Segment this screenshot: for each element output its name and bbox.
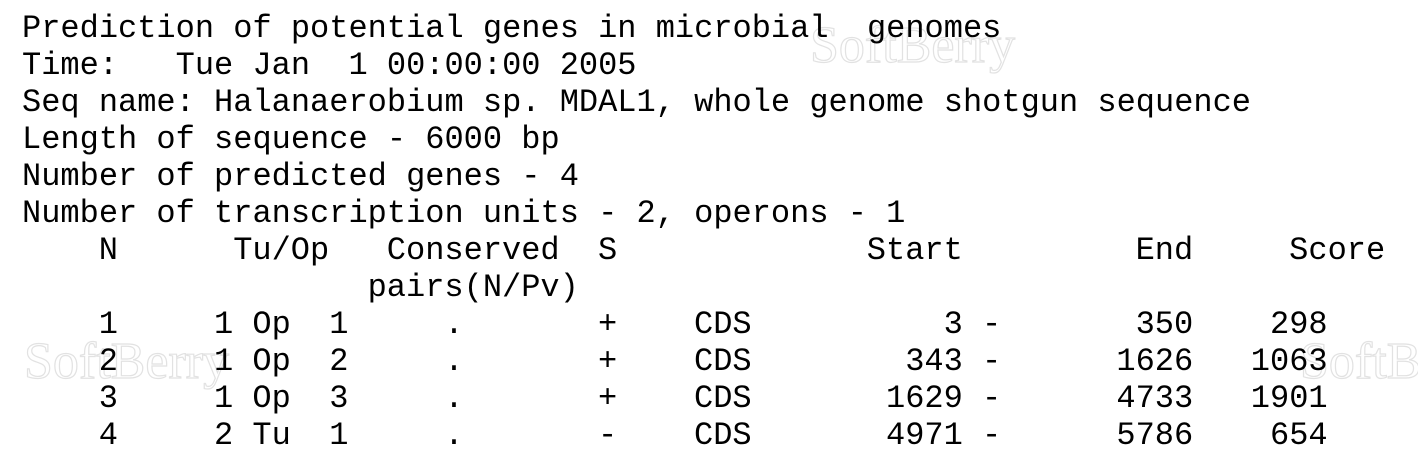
cell-tu-order: 1 [329,306,349,343]
cell-feature: CDS [694,380,752,417]
cell-n: 3 [98,380,118,417]
cell-tu-order: 3 [329,380,349,417]
header-line: Number of predicted genes - 4 [22,158,579,195]
watermark: SoftBerry [809,16,1016,74]
cell-n: 2 [98,343,118,380]
header-line: Length of sequence - 6000 bp [22,121,560,158]
cell-start: 4971 [885,417,963,454]
cell-strand: + [598,380,618,417]
cell-feature: CDS [694,343,752,380]
range-separator: - [982,417,1002,454]
cell-feature: CDS [694,306,752,343]
range-separator: - [982,380,1002,417]
column-header: S [598,232,618,269]
cell-n: 1 [98,306,118,343]
cell-tu-type: Op [252,380,291,417]
cell-tu-index: 2 [214,417,234,454]
column-header: End [1135,232,1194,269]
cell-tu-index: 1 [214,343,234,380]
cell-start: 3 [943,306,963,343]
cell-conserved: . [444,417,464,454]
watermark: SoftBerry [1299,332,1418,390]
column-header: Tu/Op [233,232,330,269]
cell-end: 4733 [1116,380,1194,417]
column-header: Conserved [386,232,560,269]
cell-tu-order: 2 [329,343,349,380]
cell-tu-type: Op [252,306,291,343]
cell-tu-order: 1 [329,417,349,454]
cell-start: 343 [905,343,963,380]
cell-end: 350 [1135,306,1194,343]
cell-tu-type: Tu [252,417,291,454]
cell-feature: CDS [694,417,752,454]
column-header: Start [866,232,963,269]
cell-conserved: . [444,380,464,417]
header-line: Time: Tue Jan 1 00:00:00 2005 [22,47,637,84]
cell-score: 298 [1269,306,1328,343]
cell-strand: + [598,343,618,380]
column-subheader: pairs(N/Pv) [367,269,579,306]
cell-tu-type: Op [252,343,291,380]
cell-end: 5786 [1116,417,1194,454]
range-separator: - [982,306,1002,343]
cell-conserved: . [444,306,464,343]
cell-score: 654 [1269,417,1328,454]
cell-n: 4 [98,417,118,454]
header-line: Prediction of potential genes in microbi… [22,10,1002,47]
cell-tu-index: 1 [214,306,234,343]
cell-strand: - [598,417,618,454]
column-header: N [98,232,118,269]
range-separator: - [982,343,1002,380]
cell-tu-index: 1 [214,380,234,417]
cell-score: 1063 [1250,343,1328,380]
cell-end: 1626 [1116,343,1194,380]
header-line: Number of transcription units - 2, opero… [22,195,906,232]
cell-start: 1629 [885,380,963,417]
header-line: Seq name: Halanaerobium sp. MDAL1, whole… [22,84,1251,121]
column-header: Score [1289,232,1386,269]
watermark: SoftBerry [23,332,230,390]
cell-conserved: . [444,343,464,380]
cell-strand: + [598,306,618,343]
cell-score: 1901 [1250,380,1328,417]
